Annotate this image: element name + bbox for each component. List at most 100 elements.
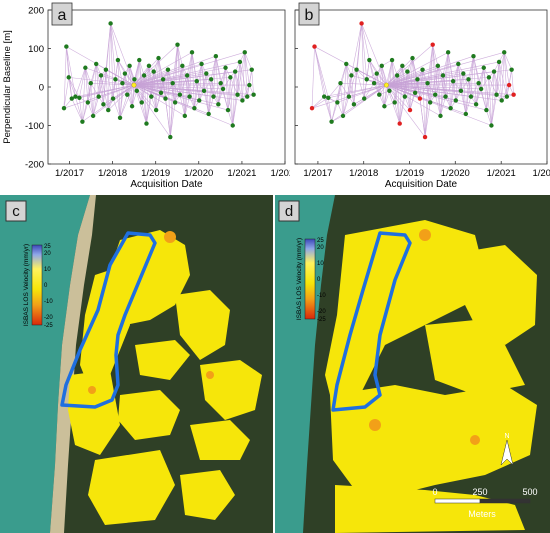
connection-line <box>468 79 477 105</box>
connection-line <box>90 63 97 84</box>
connection-line <box>167 69 176 103</box>
data-point <box>407 107 413 113</box>
connection-line <box>203 90 209 115</box>
data-point <box>453 98 458 103</box>
connection-line <box>198 73 207 101</box>
connection-line <box>141 65 150 103</box>
connection-line <box>182 65 186 116</box>
connection-line <box>143 75 152 97</box>
connection-line <box>480 88 487 111</box>
x-tick-label: 1/2020 <box>441 168 470 179</box>
connection-line <box>442 75 451 109</box>
connection-line <box>396 75 401 124</box>
data-point <box>346 94 352 99</box>
connection-line <box>463 73 472 97</box>
connection-line <box>445 81 454 97</box>
data-point <box>208 77 214 82</box>
connection-line <box>328 97 332 122</box>
connection-line <box>407 71 411 111</box>
connection-line <box>220 67 226 84</box>
data-point <box>69 96 74 101</box>
connection-line <box>215 56 219 105</box>
connection-line <box>210 56 217 80</box>
data-point <box>127 63 132 69</box>
connection-line <box>208 56 217 114</box>
connection-line <box>345 63 350 97</box>
connection-line <box>242 52 246 101</box>
connection-line <box>87 102 94 116</box>
data-point <box>218 80 223 86</box>
connection-line <box>110 23 116 80</box>
connection-line <box>105 69 135 86</box>
connection-line <box>351 75 355 105</box>
colorbar: 25 20 10 0 -10 -20 -25 ISBAS LOS Velocit… <box>296 238 326 323</box>
connection-line <box>133 84 229 111</box>
connection-line <box>225 67 229 111</box>
connection-line <box>124 73 133 107</box>
data-point <box>228 75 233 80</box>
connection-line <box>432 44 439 66</box>
data-point <box>184 73 190 78</box>
data-point <box>113 77 118 82</box>
connection-line <box>364 84 387 99</box>
connection-line <box>203 79 212 92</box>
connection-line <box>244 52 248 97</box>
connection-line <box>386 65 403 86</box>
x-tick-label: 1/2017 <box>55 168 84 179</box>
connection-line <box>434 65 439 95</box>
x-tick-label: 1/2019 <box>141 168 170 179</box>
data-point <box>382 104 387 109</box>
connection-line <box>465 96 472 115</box>
connection-line <box>112 98 121 118</box>
connection-line <box>488 77 492 126</box>
connection-line <box>422 69 428 84</box>
connection-line <box>429 65 439 103</box>
connection-line <box>232 71 236 126</box>
data-point <box>137 57 142 63</box>
connection-line <box>151 71 154 97</box>
connection-line <box>498 61 503 101</box>
connection-line <box>79 84 135 99</box>
y-tick-label: 0 <box>39 83 44 94</box>
connection-line <box>227 77 231 111</box>
connection-line <box>68 77 76 97</box>
data-point <box>106 107 111 113</box>
connection-line <box>460 73 464 91</box>
connection-line <box>206 73 214 97</box>
x-tick-label: 1/2018 <box>349 168 378 179</box>
x-tick-label: 1/2017 <box>303 168 332 179</box>
connection-line <box>98 69 107 97</box>
data-point <box>160 77 166 82</box>
data-point <box>491 69 497 74</box>
data-point <box>132 77 137 82</box>
data-point <box>504 94 510 99</box>
data-point <box>473 102 479 107</box>
connection-line <box>328 82 341 98</box>
data-point <box>425 80 430 86</box>
colorbar: 25 20 10 0 -10 -20 -25 ISBAS LOS Velocit… <box>23 244 53 329</box>
connection-line <box>227 71 236 111</box>
connection-line <box>146 65 150 124</box>
connection-line <box>361 23 365 99</box>
connection-line <box>213 56 217 97</box>
connection-line <box>227 110 234 126</box>
data-point <box>197 98 202 103</box>
connection-line <box>412 58 416 93</box>
connection-line <box>424 102 431 138</box>
connection-line <box>133 52 245 86</box>
connection-line <box>351 23 362 76</box>
connection-line <box>503 52 508 97</box>
data-point <box>225 107 231 113</box>
data-point <box>509 67 514 72</box>
data-point <box>194 79 199 84</box>
connection-line <box>160 79 164 93</box>
connection-line <box>384 60 393 107</box>
connection-line <box>366 60 370 80</box>
connection-line <box>186 52 193 76</box>
connection-line <box>419 98 426 138</box>
data-point <box>172 100 178 105</box>
data-point <box>466 77 471 82</box>
connection-line <box>391 60 395 103</box>
connection-line <box>455 73 464 101</box>
connection-line <box>189 81 198 97</box>
